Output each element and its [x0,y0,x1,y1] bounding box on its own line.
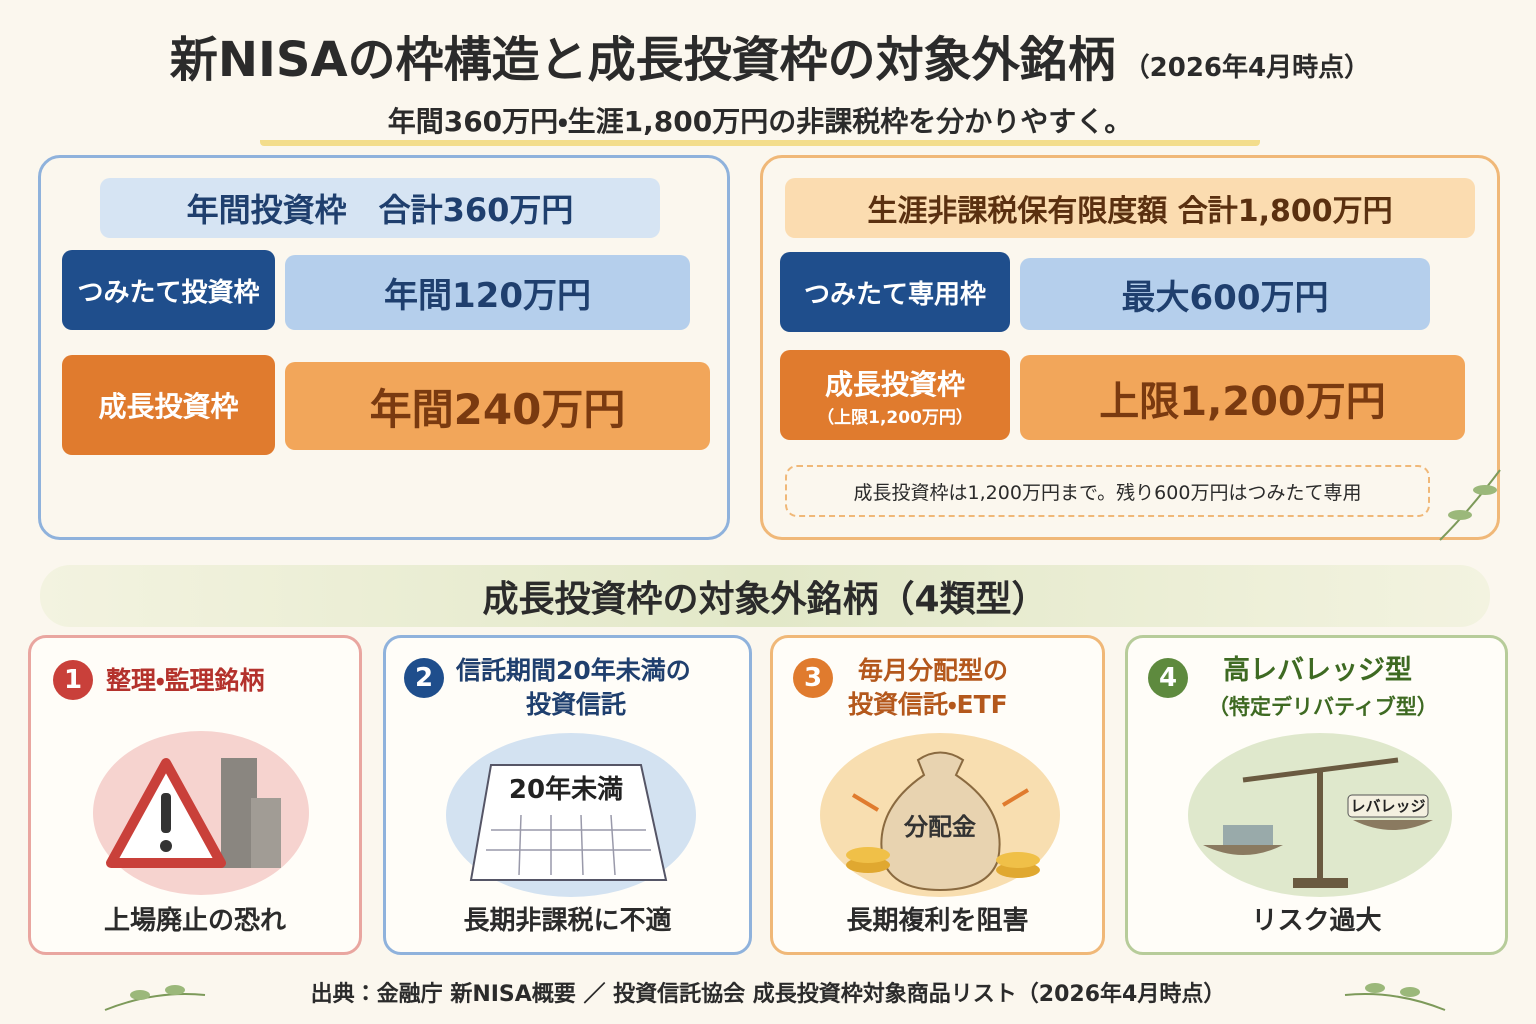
title: 新NISAの枠構造と成長投資枠の対象外銘柄 [169,32,1116,88]
card-title: 整理・監理銘柄 [106,666,265,695]
leaf-decoration [1344,983,1446,1011]
card-title: 毎月分配型の [858,656,1009,685]
row-value: 最大600万円 [1020,258,1430,330]
row-label: 成長投資枠 [62,355,275,455]
card-title: 信託期間20年未満の [456,656,691,685]
section-title: 成長投資枠の対象外銘柄（4類型） [40,565,1490,627]
card-number: 1 [53,660,93,700]
icon-text: 分配金 [903,813,976,841]
card-title: 高レバレッジ型 [1223,655,1412,686]
lifetime-panel [760,155,1500,540]
subtitle: 年間360万円・生涯1,800万円の非課税枠を分かりやすく。 [260,100,1260,146]
icon-text: レバレッジ [1350,797,1425,815]
leaf-decoration [1439,469,1501,541]
date: （2026年4月時点） [1123,53,1371,83]
card-title: （特定デリバティブ型） [1208,695,1438,719]
note: 成長投資枠は1,200万円まで。残り600万円はつみたて専用 [785,465,1430,517]
warning-icon [93,731,309,895]
card-title: 投資信託 [526,690,627,719]
card: 4 高レバレッジ型 （特定デリバティブ型） レバレッジ リスク過大 [1125,635,1508,955]
scale-icon: レバレッジ [1188,733,1452,897]
card-caption: リスク過大 [1251,906,1382,936]
lifetime-title: 生涯非課税保有限度額 合計1,800万円 [785,178,1475,238]
annual-title: 年間投資枠 合計360万円 [100,178,660,238]
row-label: 成長投資枠 （上限1,200万円） [780,350,1010,440]
row-value: 上限1,200万円 [1020,355,1465,440]
card-number: 3 [793,658,833,698]
card-caption: 長期非課税に不適 [463,906,672,936]
card-title: 投資信託・ETF [848,690,1008,719]
calendar-icon: 20年未満 [446,733,696,897]
annual-panel [38,155,730,540]
money-bag-icon: 分配金 [820,733,1060,897]
row-value: 年間240万円 [285,362,710,450]
label-text: 成長投資枠 [824,367,965,401]
card-number: 4 [1148,658,1188,698]
card-caption: 上場廃止の恐れ [103,906,286,936]
label-sub: （上限1,200万円） [817,407,973,428]
icon-text: 20年未満 [509,774,623,805]
card: 1 整理・監理銘柄 上場廃止の恐れ [28,635,362,955]
card-number: 2 [404,658,444,698]
row-value: 年間120万円 [285,255,690,330]
header: 新NISAの枠構造と成長投資枠の対象外銘柄 （2026年4月時点） [40,20,1500,100]
row-label: つみたて投資枠 [62,250,275,330]
card: 2 信託期間20年未満の 投資信託 20年未満 長期非課税に不適 [383,635,752,955]
card: 3 毎月分配型の 投資信託・ETF 分配金 長期複利を阻害 [770,635,1105,955]
source: 出典：金融庁 新NISA概要 ／ 投資信託協会 成長投資枠対象商品リスト（202… [310,982,1226,1007]
card-caption: 長期複利を阻害 [846,906,1029,936]
leaf-decoration [104,985,206,1011]
row-label: つみたて専用枠 [780,252,1010,332]
